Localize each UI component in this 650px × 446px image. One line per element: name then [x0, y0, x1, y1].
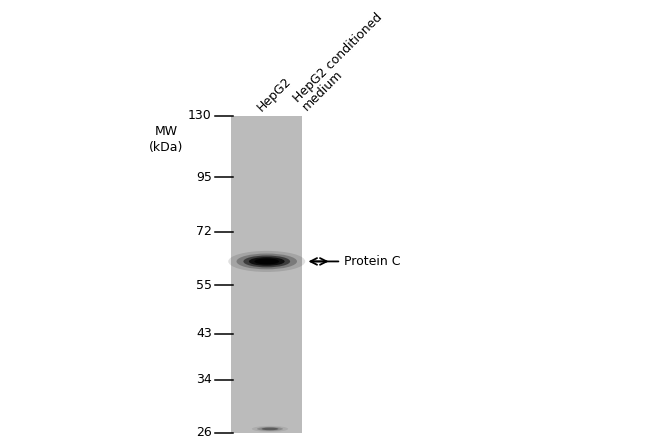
Text: 43: 43 [196, 327, 212, 340]
Text: 34: 34 [196, 373, 212, 386]
Text: HepG2 conditioned
medium: HepG2 conditioned medium [291, 11, 394, 114]
Ellipse shape [252, 426, 288, 432]
Ellipse shape [257, 427, 283, 431]
Ellipse shape [254, 259, 279, 264]
Text: 72: 72 [196, 226, 212, 239]
Ellipse shape [243, 256, 290, 267]
Bar [231, 116, 302, 433]
Ellipse shape [237, 253, 297, 269]
Ellipse shape [228, 251, 306, 272]
Text: 26: 26 [196, 426, 212, 439]
Text: 95: 95 [196, 171, 212, 184]
Ellipse shape [249, 257, 285, 266]
Text: MW
(kDa): MW (kDa) [150, 125, 183, 154]
Text: 55: 55 [196, 279, 212, 292]
Text: Protein C: Protein C [344, 255, 401, 268]
Text: HepG2: HepG2 [254, 74, 294, 114]
Ellipse shape [261, 428, 278, 430]
Text: 130: 130 [188, 109, 212, 122]
